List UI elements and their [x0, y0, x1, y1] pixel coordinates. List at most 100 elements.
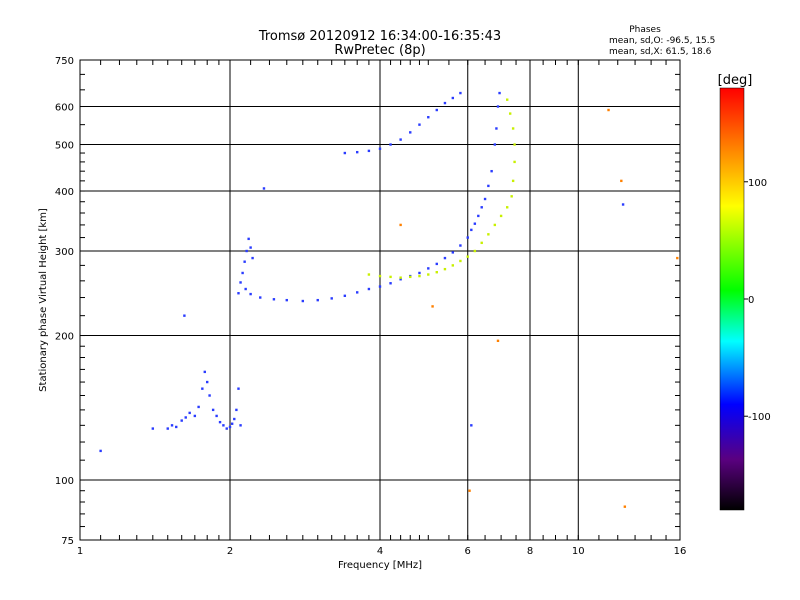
data-point: [389, 275, 392, 279]
data-point: [399, 138, 402, 141]
data-point: [431, 305, 434, 308]
data-point: [468, 489, 471, 492]
data-point: [473, 222, 477, 225]
data-point: [451, 251, 455, 254]
data-point: [166, 427, 169, 430]
x-axis-label: Frequency [MHz]: [338, 560, 422, 571]
data-point: [499, 214, 503, 218]
data-point: [203, 370, 206, 374]
data-point: [245, 249, 248, 253]
data-point: [301, 299, 305, 303]
data-point: [508, 112, 512, 115]
phase-info-heading: Phases: [629, 25, 661, 35]
data-point: [249, 292, 252, 296]
data-point: [399, 278, 402, 281]
data-point: [378, 274, 382, 278]
colorbar-ticks: 100 0 -100: [744, 178, 771, 423]
data-point: [235, 408, 238, 412]
colorbar: [719, 87, 745, 511]
data-point: [607, 108, 610, 112]
data-point: [511, 127, 515, 130]
data-point: [197, 405, 200, 409]
gridlines: [80, 60, 680, 540]
x-tick-label: 1: [77, 546, 83, 557]
data-point: [343, 151, 347, 155]
y-tick-label: 100: [55, 476, 74, 487]
data-point: [470, 228, 473, 232]
data-point: [495, 127, 498, 130]
data-point: [480, 241, 483, 245]
data-point: [418, 274, 421, 278]
phase-info-x: mean, sd,X: 61.5, 18.6: [609, 47, 712, 57]
data-point: [184, 416, 187, 419]
data-point: [183, 314, 186, 317]
data-point: [505, 98, 509, 101]
data-point: [418, 271, 421, 275]
data-point: [243, 260, 246, 263]
data-point: [285, 298, 288, 302]
data-point: [470, 424, 473, 427]
data-point: [480, 206, 483, 209]
data-point: [237, 292, 240, 295]
data-point: [211, 408, 215, 412]
colorbar-tick-label: -100: [748, 412, 771, 423]
data-point: [355, 291, 359, 294]
data-point: [493, 223, 497, 227]
x-tick-label: 16: [674, 546, 687, 557]
data-point: [239, 424, 242, 427]
data-point: [466, 236, 469, 239]
x-tick-label: 2: [227, 546, 233, 557]
data-point: [330, 297, 333, 300]
data-point: [487, 184, 490, 188]
data-point: [367, 287, 371, 291]
x-tick-label: 8: [527, 546, 533, 557]
data-point: [241, 271, 244, 275]
scatter-points: [99, 91, 679, 508]
y-tick-labels: 75 100 200 300 400 500 600 750: [55, 56, 74, 547]
chart-title: Tromsø 20120912 16:34:00-16:35:43: [258, 29, 501, 44]
data-point: [99, 449, 102, 453]
data-point: [496, 105, 500, 108]
data-point: [272, 298, 276, 301]
data-point: [389, 282, 392, 285]
data-point: [233, 417, 236, 421]
data-point: [244, 287, 247, 291]
data-point: [215, 414, 218, 418]
data-point: [487, 233, 490, 236]
data-point: [251, 256, 254, 260]
data-point: [513, 143, 516, 146]
data-point: [477, 214, 480, 218]
data-point: [389, 143, 392, 146]
data-point: [435, 262, 438, 266]
y-tick-label: 400: [55, 187, 74, 198]
data-point: [218, 420, 222, 424]
data-point: [201, 387, 204, 390]
colorbar-tick-label: 100: [748, 178, 767, 189]
data-point: [230, 422, 234, 425]
data-point: [498, 91, 501, 95]
data-point: [435, 271, 438, 274]
data-point: [459, 91, 462, 95]
phase-info-o: mean, sd,O: -96.5, 15.5: [609, 36, 715, 46]
data-point: [378, 285, 382, 288]
chart-subtitle: RwPretec (8p): [334, 43, 425, 58]
data-point: [473, 249, 477, 253]
data-point: [443, 267, 447, 271]
data-point: [378, 147, 382, 150]
axis-ticks: [80, 60, 680, 540]
data-point: [343, 294, 347, 297]
data-point: [367, 273, 371, 276]
data-point: [247, 237, 250, 241]
data-point: [418, 123, 421, 126]
data-point: [459, 244, 462, 247]
data-point: [490, 169, 493, 173]
data-point: [510, 195, 513, 198]
data-point: [511, 179, 515, 183]
data-point: [493, 143, 497, 146]
data-point: [188, 411, 191, 415]
data-point: [367, 149, 371, 153]
data-point: [483, 197, 487, 201]
data-point: [151, 427, 155, 430]
data-point: [355, 150, 359, 154]
data-point: [451, 264, 455, 267]
